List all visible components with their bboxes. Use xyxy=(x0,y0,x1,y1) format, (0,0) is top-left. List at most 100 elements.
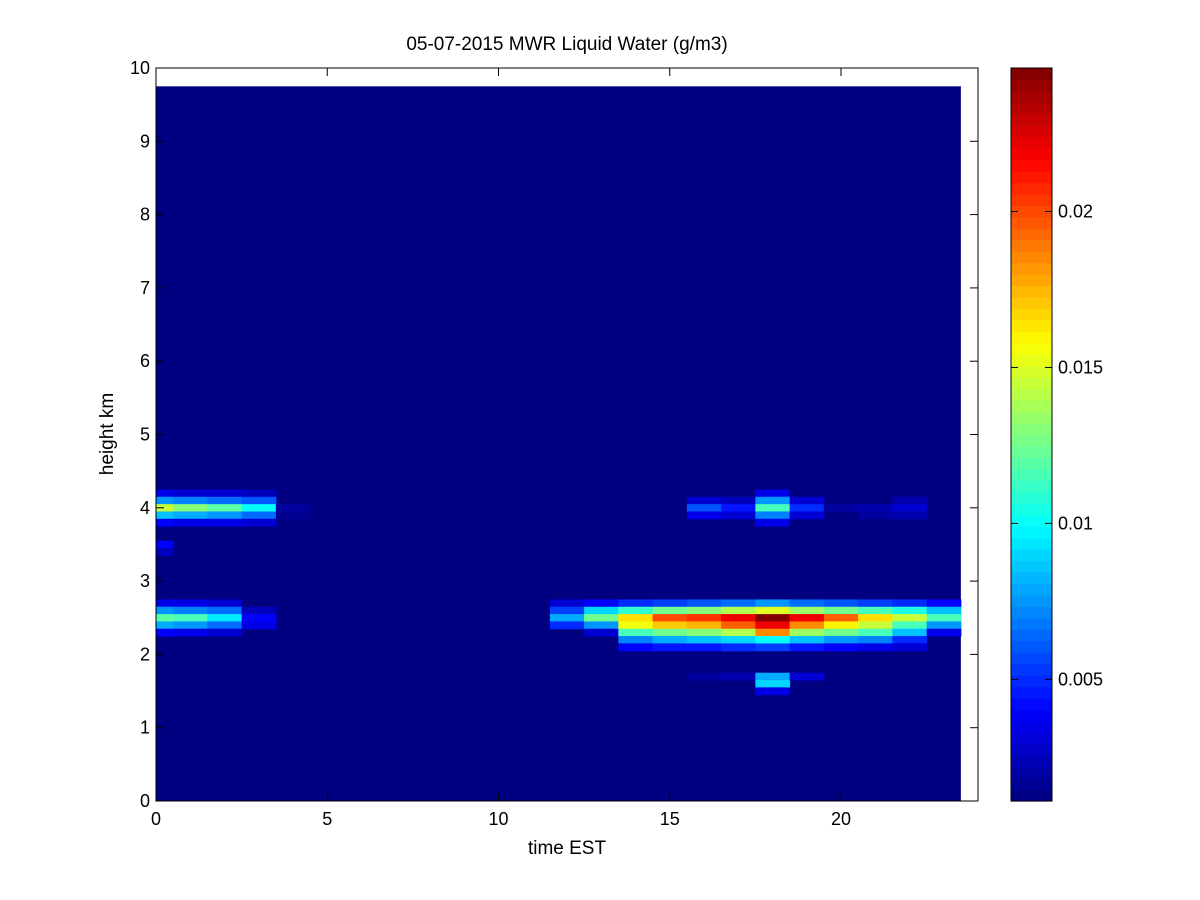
colorbar-segment xyxy=(1011,136,1052,149)
colorbar-segment xyxy=(1011,285,1052,298)
heatmap-cell xyxy=(686,643,722,652)
heatmap-cell xyxy=(275,511,311,520)
colorbar-frame xyxy=(1010,67,1053,802)
colorbar-segment xyxy=(1011,549,1052,562)
y-tick-label: 6 xyxy=(140,351,150,371)
heatmap-cell xyxy=(618,636,654,644)
heatmap-cell xyxy=(755,643,791,652)
heatmap-cell xyxy=(207,621,243,630)
colorbar-segment xyxy=(1011,216,1052,229)
colorbar-segment xyxy=(1011,778,1052,791)
heatmap-cell xyxy=(241,518,277,527)
colorbar-segment xyxy=(1011,526,1052,539)
y-tick-label: 7 xyxy=(140,278,150,298)
colorbar-segment xyxy=(1011,686,1052,699)
y-tick-label: 8 xyxy=(140,205,150,225)
colorbar-segment xyxy=(1011,262,1052,275)
colorbar-segment xyxy=(1011,789,1052,802)
heatmap-cell xyxy=(892,621,928,630)
heatmap-cell xyxy=(207,614,243,622)
heatmap-cell xyxy=(789,599,825,608)
heatmap-cell xyxy=(755,621,791,630)
heatmap-cell xyxy=(156,606,174,615)
heatmap-cell xyxy=(926,606,962,615)
y-tick-label: 5 xyxy=(140,425,150,445)
heatmap-cell xyxy=(858,636,893,644)
colorbar-segment xyxy=(1011,342,1052,355)
colorbar-segment xyxy=(1011,571,1052,584)
colorbar-segment xyxy=(1011,445,1052,459)
colorbar-segment xyxy=(1011,755,1052,768)
colorbar-segment xyxy=(1011,652,1052,665)
heatmap-cell xyxy=(721,643,756,652)
heatmap-cell xyxy=(156,621,174,630)
heatmap-cell xyxy=(721,614,756,622)
heatmap-cell xyxy=(755,518,791,527)
colorbar-segment xyxy=(1011,354,1052,367)
colorbar-segment xyxy=(1011,720,1052,733)
x-axis: 0 5 10 15 20 xyxy=(151,68,851,829)
heatmap-cell xyxy=(173,504,208,512)
y-axis: 0 1 2 3 4 5 6 7 8 9 10 xyxy=(130,58,978,811)
heatmap-cell xyxy=(173,518,208,527)
heatmap-cell xyxy=(652,621,688,630)
colorbar-segment xyxy=(1011,434,1052,447)
colorbar-segment xyxy=(1011,182,1052,195)
heatmap-cell xyxy=(789,511,825,520)
heatmap-cell xyxy=(207,599,243,608)
y-tick-label: 2 xyxy=(140,644,150,664)
colorbar-segment xyxy=(1011,228,1052,241)
y-tick-label: 1 xyxy=(140,718,150,738)
heatmap-cell xyxy=(241,621,277,630)
heatmap-cell xyxy=(789,614,825,622)
heatmap-cell xyxy=(584,628,619,637)
chart-title: 05-07-2015 MWR Liquid Water (g/m3) xyxy=(406,34,727,55)
colorbar-segment xyxy=(1011,480,1052,493)
heatmap-cell xyxy=(721,606,756,615)
x-tick-label: 5 xyxy=(322,809,332,829)
colorbar-tick-label: 0.005 xyxy=(1058,669,1103,689)
heatmap-cell xyxy=(241,504,277,512)
heatmap-cell xyxy=(721,621,756,630)
colorbar-segment xyxy=(1011,629,1052,642)
heatmap-cell xyxy=(926,628,962,637)
heatmap-cell xyxy=(823,606,859,615)
heatmap-cell xyxy=(686,606,722,615)
colorbar-segment xyxy=(1011,90,1052,103)
heatmap-cell xyxy=(241,614,277,622)
y-tick-label: 4 xyxy=(140,498,150,518)
colorbar-segment xyxy=(1011,331,1052,344)
heatmap-cell xyxy=(652,614,688,622)
heatmap-cell xyxy=(686,599,722,608)
colorbar-segment xyxy=(1011,159,1052,172)
colorbar-segment xyxy=(1011,709,1052,722)
heatmap-cell xyxy=(789,496,825,505)
heatmap-cell xyxy=(892,628,928,637)
colorbar-tick-label: 0.01 xyxy=(1058,513,1093,533)
heatmap-cell xyxy=(173,489,208,498)
colorbar-segment xyxy=(1011,193,1052,207)
heatmap-cell xyxy=(721,504,756,512)
colorbar-segment xyxy=(1011,365,1052,378)
heatmap-cell xyxy=(858,606,893,615)
colorbar-segment xyxy=(1011,491,1052,504)
y-tick-label: 10 xyxy=(130,58,150,78)
heatmap-cell xyxy=(241,511,277,520)
heatmap-cell xyxy=(584,599,619,608)
heatmap-cell xyxy=(926,621,962,630)
heatmap-cell xyxy=(858,628,893,637)
x-axis-label: time EST xyxy=(528,838,607,859)
heatmap-cell xyxy=(755,511,791,520)
heatmap-cell xyxy=(549,614,585,622)
x-tick-label: 10 xyxy=(488,809,508,829)
colorbar-segment xyxy=(1011,617,1052,630)
y-axis-label: height km xyxy=(97,393,118,475)
heatmap-cell xyxy=(156,496,174,505)
heatmap-cell xyxy=(156,540,174,549)
colorbar-segment xyxy=(1011,732,1052,745)
heatmap-cell xyxy=(789,504,825,512)
heatmap-cell xyxy=(789,672,825,681)
heatmap-cell xyxy=(618,628,654,637)
heatmap-cell xyxy=(549,606,585,615)
